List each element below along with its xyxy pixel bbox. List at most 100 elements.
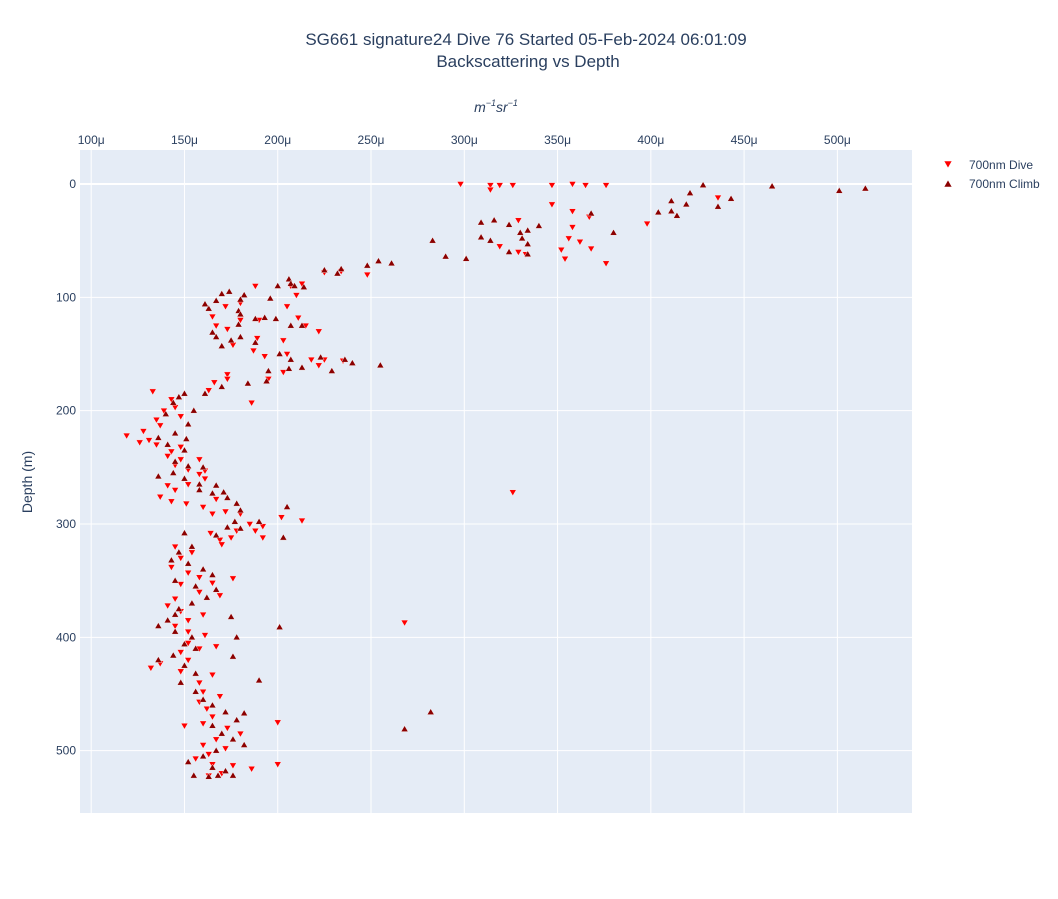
climb-point [188, 599, 196, 607]
dive-point [221, 508, 230, 516]
climb-point [290, 282, 299, 289]
y-tick-label: 0 [69, 177, 76, 191]
dive-point [184, 481, 193, 489]
dive-point [258, 523, 267, 531]
dive-point [581, 182, 590, 190]
climb-point [221, 708, 230, 715]
dive-point [176, 555, 185, 562]
dive-point [208, 313, 217, 321]
dive-point [363, 271, 372, 279]
climb-point [286, 355, 295, 363]
dive-point [514, 217, 523, 225]
dive-point [587, 245, 595, 253]
climb-point [208, 328, 217, 336]
climb-point [229, 771, 237, 779]
climb-point [272, 314, 280, 322]
dive-point [184, 628, 193, 636]
climb-point [516, 228, 525, 236]
climb-point [212, 333, 221, 340]
dive-point [199, 720, 207, 728]
legend-item-dive[interactable]: 700nm Dive [943, 158, 1033, 172]
climb-point [298, 363, 306, 371]
x-tick-label: 400μ [637, 133, 664, 147]
climb-point [227, 613, 235, 620]
dive-point [204, 387, 213, 395]
climb-point [341, 355, 349, 363]
climb-point [316, 353, 325, 361]
climb-point [232, 633, 241, 641]
dive-point [221, 303, 230, 311]
dive-point [135, 439, 144, 447]
climb-point [236, 295, 245, 303]
dive-point [236, 317, 245, 324]
dive-point [283, 303, 291, 311]
climb-point [255, 517, 263, 525]
climb-point [240, 291, 249, 298]
climb-point [219, 488, 228, 495]
legend-item-climb[interactable]: 700nm Climb [943, 177, 1040, 191]
dive-point [176, 456, 185, 464]
dive-point [258, 534, 267, 542]
climb-point [232, 499, 241, 507]
climb-point [244, 379, 252, 387]
climb-point [175, 605, 183, 612]
dive-point [156, 494, 165, 501]
y-tick-label: 200 [56, 404, 76, 418]
climb-point [320, 266, 329, 273]
climb-point [835, 186, 844, 194]
climb-point [523, 226, 532, 234]
climb-point [861, 184, 870, 192]
climb-point [286, 321, 295, 329]
dive-point [292, 292, 301, 299]
climb-point [199, 565, 207, 573]
climb-point [236, 310, 245, 318]
legend[interactable]: 700nm Dive 700nm Climb [943, 158, 1040, 191]
dive-point [495, 243, 504, 251]
dive-point [253, 335, 262, 343]
climb-point [234, 320, 243, 328]
climb-point [169, 398, 178, 406]
climb-point [208, 571, 217, 578]
climb-point [300, 283, 308, 290]
climb-point [217, 290, 226, 297]
y-tick-label: 100 [56, 290, 76, 304]
climb-point [518, 234, 526, 242]
climb-point [225, 287, 234, 295]
climb-point [217, 382, 226, 390]
climb-point [699, 181, 707, 188]
climb-point [260, 313, 269, 321]
dive-point [236, 730, 245, 738]
climb-point [163, 440, 172, 448]
climb-point [337, 265, 346, 272]
y-axis-label: Depth (m) [19, 451, 35, 513]
dive-point [514, 249, 523, 256]
climb-point [387, 259, 396, 267]
climb-point [201, 389, 209, 397]
climb-point [298, 321, 306, 329]
dive-point [163, 482, 172, 490]
climb-point [154, 433, 163, 441]
dive-point [508, 489, 517, 497]
climb-point [180, 474, 189, 482]
climb-point [255, 676, 263, 684]
dive-point [216, 537, 224, 544]
climb-point [609, 228, 618, 236]
dive-point [199, 611, 207, 619]
dive-point [602, 182, 610, 190]
dive-point [221, 745, 230, 753]
dive-point [277, 514, 286, 522]
dive-point [247, 400, 256, 407]
climb-point [184, 420, 193, 427]
dive-point [400, 619, 409, 627]
dive-point [557, 247, 566, 254]
dive-point [176, 668, 185, 676]
climb-point [490, 216, 498, 223]
dive-point [206, 530, 215, 537]
climb-point [208, 763, 217, 771]
climb-point [217, 729, 226, 737]
dive-point [216, 592, 224, 600]
dive-point [145, 437, 153, 445]
climb-point [333, 269, 342, 277]
dive-point [249, 347, 258, 355]
